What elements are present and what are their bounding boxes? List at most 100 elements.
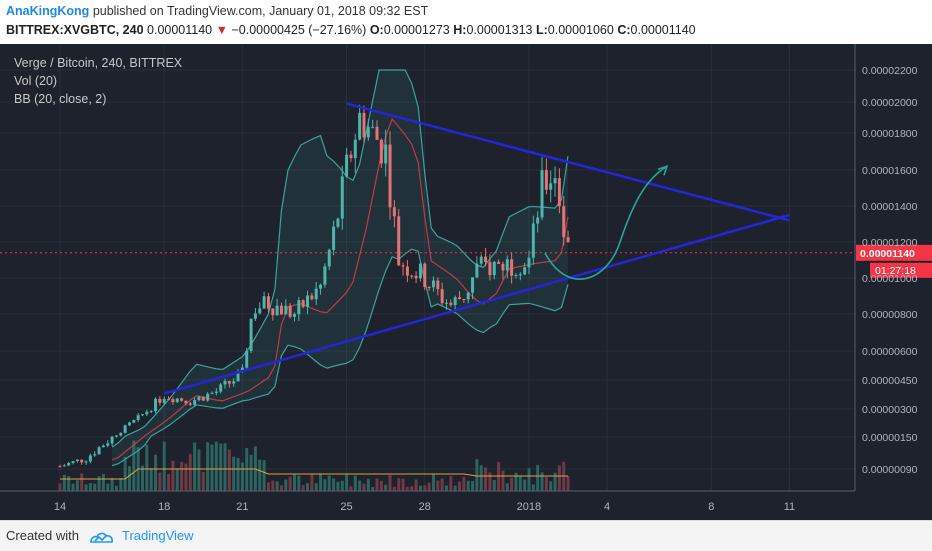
x-tick-label: 21 — [236, 501, 248, 513]
candle-body — [306, 295, 310, 307]
volume-bar — [371, 486, 375, 491]
candle-body — [332, 226, 336, 250]
volume-bar — [431, 474, 435, 491]
y-tick-label: 0.00002000 — [862, 97, 918, 109]
y-tick-label: 0.00001600 — [862, 165, 918, 177]
volume-bar — [362, 483, 366, 491]
candle-body — [127, 422, 131, 426]
candle-body — [492, 261, 496, 276]
bollinger-bands — [111, 69, 569, 467]
candle-body — [358, 112, 362, 140]
volume-bar — [410, 486, 414, 491]
candle-body — [336, 218, 340, 227]
volume-bar — [249, 454, 253, 491]
y-tick-label: 0.00001400 — [862, 201, 918, 213]
volume-bar — [345, 474, 349, 491]
x-tick-label: 11 — [784, 501, 795, 513]
volume-bar — [462, 476, 466, 491]
current-price-label: 0.00001140 — [860, 248, 915, 260]
volume-bar — [119, 477, 123, 491]
projection-path — [544, 165, 668, 280]
volume-bar — [440, 478, 444, 491]
publish-header: AnaKingKong published on TradingView.com… — [0, 0, 932, 44]
volume-bar — [319, 473, 323, 491]
low-value: 0.00001060 — [547, 23, 614, 37]
candle-body — [292, 314, 296, 317]
tradingview-cloud-icon — [89, 532, 113, 543]
volume-bar — [106, 483, 110, 491]
volume-bar — [523, 479, 527, 491]
volume-bar — [423, 485, 427, 491]
volume-bar — [479, 465, 483, 491]
candle-body — [562, 206, 566, 238]
countdown-box — [870, 262, 932, 278]
candle-body — [249, 318, 253, 351]
candle-body — [266, 296, 270, 309]
candle-body — [301, 300, 305, 307]
candle-body — [275, 305, 279, 316]
volume-bar — [405, 486, 409, 491]
x-tick-label: 2018 — [517, 501, 541, 513]
volume-bar — [332, 478, 336, 491]
volume-bar — [471, 480, 475, 491]
bb-lower — [111, 248, 569, 467]
x-tick-label: 8 — [708, 501, 714, 513]
candle-body — [418, 263, 422, 279]
candle-body — [167, 398, 171, 400]
candle-body — [227, 381, 231, 384]
volume-bar — [93, 483, 97, 491]
volume-bar — [314, 483, 318, 491]
chart-legend: Verge / Bitcoin, 240, BITTREX Vol (20) B… — [14, 54, 182, 108]
candle-body — [405, 266, 409, 276]
volume-bar — [219, 443, 223, 491]
candle-body — [544, 170, 548, 190]
candle-body — [297, 300, 301, 315]
candle-body — [67, 462, 71, 466]
volume-bar — [449, 476, 453, 491]
x-tick-label: 28 — [419, 501, 431, 513]
candle-body — [145, 411, 149, 415]
candle-body — [97, 447, 101, 455]
volume-bar — [145, 444, 149, 491]
volume-bar — [180, 461, 184, 491]
volume-bar — [58, 483, 62, 491]
tradingview-brand[interactable]: TradingView — [122, 528, 194, 543]
candle-body — [458, 297, 462, 299]
volume-bar — [458, 481, 462, 491]
y-tick-label: 0.00002200 — [862, 65, 918, 77]
volume-bar — [518, 476, 522, 491]
volume-bar — [214, 441, 218, 491]
volume-bar — [62, 474, 66, 491]
volume-bar — [349, 486, 353, 491]
candle-body — [327, 249, 331, 267]
candle-body — [75, 459, 79, 462]
volume-bar — [223, 443, 227, 491]
candle-body — [88, 455, 92, 462]
volume-bar — [306, 483, 310, 491]
current-price-box — [856, 244, 932, 261]
volume-bar — [297, 475, 301, 491]
volume-bar — [536, 464, 540, 491]
candle-body — [536, 217, 540, 224]
volume-bar — [510, 477, 514, 491]
volume-bar — [284, 479, 288, 491]
volume-bar — [266, 482, 270, 491]
candle-body — [557, 178, 561, 207]
candle-body — [62, 465, 66, 467]
volume-bar — [154, 454, 158, 491]
price-chart[interactable]: 0.00001140 01:27:18 14 18 21 25 28 2018 4 8 11 0.0… — [0, 44, 932, 520]
candle-body — [553, 178, 557, 184]
author-link[interactable]: AnaKingKong — [6, 4, 90, 18]
volume-bar — [379, 480, 383, 491]
candle-body — [119, 432, 123, 436]
volume-bar — [114, 485, 118, 491]
chart-area[interactable]: 0.00001140 01:27:18 14 18 21 25 28 2018 4 8 11 0.0… — [0, 44, 932, 520]
volume-bar — [505, 483, 509, 491]
volume-ma — [60, 468, 568, 480]
volume-bar — [340, 480, 344, 491]
candle-body — [414, 275, 418, 279]
volume-bar — [84, 484, 88, 491]
volume-bar — [67, 476, 71, 491]
candle-body — [197, 396, 201, 401]
bb-fill — [112, 70, 568, 466]
